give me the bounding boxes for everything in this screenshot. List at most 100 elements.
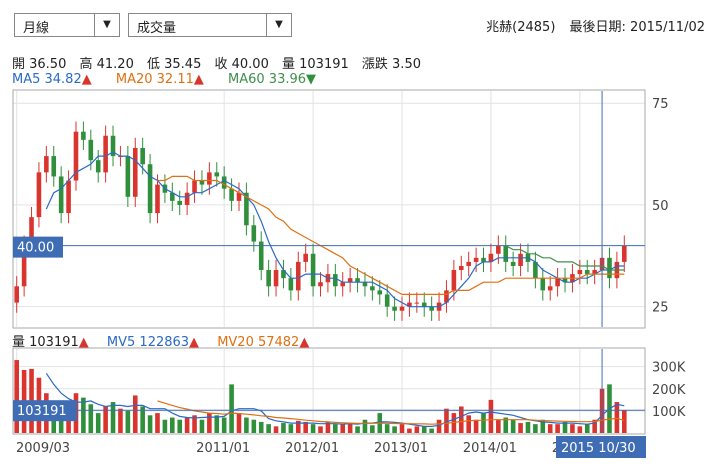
candle-body	[414, 302, 420, 304]
ma5-line	[45, 151, 625, 308]
volume-bar	[488, 399, 494, 433]
open-value: 開 36.50	[12, 57, 67, 72]
candle-body	[577, 270, 583, 275]
volume-tick-label: 300K	[652, 361, 686, 376]
volume-bar	[510, 419, 516, 433]
candle-body	[177, 200, 183, 205]
chevron-down-icon[interactable]: ▼	[266, 14, 291, 36]
volume-bar	[414, 426, 420, 433]
candle-body	[621, 245, 627, 262]
up-arrow-icon: ▲	[81, 72, 92, 87]
volume-bar	[251, 419, 257, 433]
ohlc-readout: 開 36.50 高 41.20 低 35.45 收 40.00 量 103191…	[12, 53, 430, 72]
candlesticks	[14, 121, 627, 321]
time-tick-label: 2009/03	[16, 441, 70, 456]
volume-tag-label: 103191	[17, 404, 67, 419]
candle-body	[540, 278, 546, 291]
ma20-line	[157, 175, 625, 295]
candle-body	[466, 261, 471, 266]
volume-bar	[458, 406, 464, 433]
candle-body	[21, 245, 27, 287]
volume-bar	[370, 425, 375, 433]
volume-bar	[421, 426, 427, 433]
volume-bar	[466, 415, 471, 433]
volume-bar	[95, 413, 101, 433]
candle-body	[310, 253, 316, 287]
candle-body	[562, 278, 568, 283]
candle-body	[207, 172, 212, 185]
volume-bar	[518, 423, 523, 433]
volume-bar	[221, 417, 227, 433]
indicator-select[interactable]: 成交量 ▼	[128, 13, 292, 37]
candle-body	[496, 245, 501, 254]
price-tag	[13, 236, 63, 258]
volume-bar	[295, 420, 301, 433]
volume-bar	[170, 417, 175, 433]
candle-body	[555, 278, 560, 287]
chevron-down-icon[interactable]: ▼	[94, 14, 119, 36]
candle-body	[214, 172, 220, 177]
candle-body	[66, 180, 71, 214]
candle-body	[73, 131, 79, 181]
candle-body	[607, 257, 612, 279]
candle-body	[81, 131, 86, 140]
volume-bar	[318, 426, 323, 433]
price-grid	[13, 91, 645, 327]
volume-bar	[451, 413, 457, 433]
volume-bar	[155, 413, 160, 433]
volume-bar	[621, 410, 627, 433]
candle-body	[429, 306, 434, 311]
indicator-select-value: 成交量	[137, 21, 177, 36]
candle-body	[51, 156, 57, 177]
candle-body	[58, 176, 64, 214]
volume-bar	[577, 426, 583, 433]
candle-body	[295, 261, 301, 291]
candle-body	[125, 156, 131, 197]
volume-bar	[436, 419, 442, 433]
moving-average-lines	[45, 151, 625, 427]
volume-bar	[584, 424, 590, 433]
candle-body	[155, 184, 160, 214]
overlay: 40.00 103191 2015 10/30	[13, 91, 646, 458]
stock-name: 兆赫(2485)	[486, 20, 556, 35]
candle-body	[132, 147, 138, 197]
candle-body	[547, 286, 553, 291]
period-select-value: 月線	[23, 21, 50, 36]
volume-bar	[177, 419, 183, 433]
volume-bar	[88, 404, 94, 433]
candle-body	[407, 302, 412, 307]
candle-body	[244, 192, 249, 226]
volume-bar	[147, 415, 153, 433]
volume-bar	[614, 402, 620, 433]
candle-body	[584, 270, 590, 275]
volume-bar	[533, 424, 538, 433]
candle-body	[518, 253, 523, 266]
candle-body	[281, 270, 286, 279]
volume-bar	[547, 424, 553, 433]
candle-body	[44, 156, 49, 173]
candle-body	[488, 253, 494, 262]
period-select[interactable]: 月線 ▼	[14, 13, 120, 37]
price-tick-label: 50	[652, 199, 669, 214]
volume-tick-label: 200K	[652, 383, 686, 398]
ma20-label: MA20 32.11	[115, 72, 194, 87]
high-value: 高 41.20	[79, 57, 134, 72]
candle-body	[229, 188, 234, 201]
volume-bar	[303, 421, 308, 433]
volume-bar	[266, 424, 271, 433]
mv20-label: MV20 57482	[217, 335, 300, 350]
candle-body	[103, 135, 108, 173]
candle-body	[288, 278, 294, 291]
candle-body	[236, 192, 242, 201]
ma60-line	[505, 245, 625, 271]
mv5-label: MV5 122863	[106, 335, 190, 350]
candle-body	[481, 257, 486, 262]
date-tag	[556, 436, 646, 458]
candle-body	[347, 278, 353, 283]
time-tick-label: 2011/01	[196, 441, 250, 456]
volume-bar	[525, 421, 531, 433]
axes: 75 50 25 300K 200K 100K 2009/03 2011/01 2012/01 2…	[16, 97, 686, 456]
volume-bar	[473, 419, 479, 433]
volume-bar	[384, 424, 390, 433]
